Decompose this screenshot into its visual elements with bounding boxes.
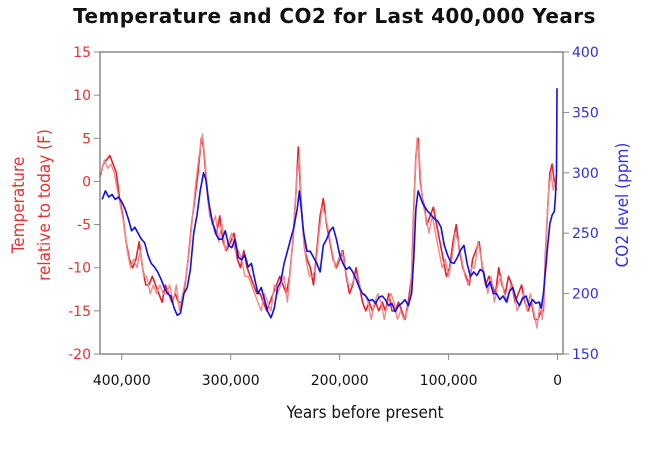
- y-right-axis-label: CO2 level (ppm): [613, 143, 633, 268]
- y-right-tick-label: 350: [572, 105, 599, 121]
- series-layer: [99, 88, 558, 329]
- co2-series-line: [101, 88, 558, 319]
- y-left-tick-label: 10: [73, 88, 91, 104]
- y-left-tick-label: 15: [73, 45, 91, 61]
- y-left-tick-label: 5: [82, 131, 91, 147]
- x-axis-label: Years before present: [285, 403, 443, 423]
- temperature-series-line-b: [100, 133, 557, 329]
- y-left-tick-label: -10: [68, 261, 91, 277]
- x-tick-label: 200,000: [311, 373, 369, 389]
- y-right-tick-label: 400: [572, 45, 599, 61]
- y-left-tick-label: -20: [68, 347, 91, 363]
- y-left-tick-label: -5: [77, 218, 91, 234]
- y-left-axis-label-line1: Temperature: [9, 157, 29, 255]
- chart-title: Temperature and CO2 for Last 400,000 Yea…: [73, 4, 596, 28]
- y-right-tick-label: 150: [572, 347, 599, 363]
- plot-frame: [99, 51, 564, 355]
- x-tick-label: 300,000: [202, 373, 260, 389]
- y-left-axis-label-line2: relative to today (F): [35, 129, 55, 281]
- x-axis-ticks: 400,000 300,000 200,000 100,000 0: [93, 354, 562, 389]
- right-axis-ticks: 400 350 300 250 200 150: [563, 45, 599, 363]
- y-right-tick-label: 300: [572, 166, 599, 182]
- y-left-tick-label: -15: [68, 304, 91, 320]
- x-tick-label: 100,000: [420, 373, 478, 389]
- left-axis-ticks: 15 10 5 0 -5 -10 -15 -20: [68, 45, 100, 363]
- x-tick-label: 0: [553, 373, 562, 389]
- y-right-tick-label: 250: [572, 226, 599, 242]
- x-tick-label: 400,000: [93, 373, 151, 389]
- y-left-tick-label: 0: [82, 174, 91, 190]
- y-right-tick-label: 200: [572, 287, 599, 303]
